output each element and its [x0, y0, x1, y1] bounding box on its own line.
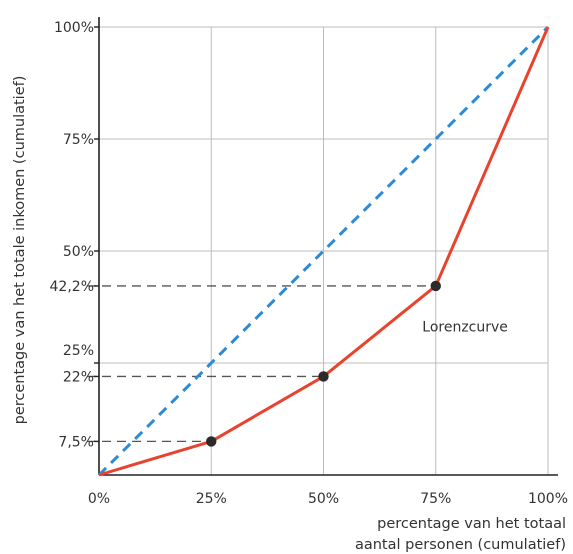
axes [94, 17, 558, 476]
y-tick-label-25: 25% [63, 343, 94, 359]
grid [99, 26, 549, 475]
equality-line [97, 25, 550, 477]
y-tick-label-22: 22% [63, 369, 94, 385]
lorenz-annotation: Lorenzcurve [422, 320, 508, 336]
data-point-1 [318, 371, 329, 382]
x-tick-label-75: 75% [420, 491, 451, 507]
y-tick-label-100: 100% [54, 20, 94, 36]
x-axis-title-line-1: percentage van het totaal [377, 516, 566, 532]
x-tick-label-100: 100% [528, 491, 568, 507]
x-tick-label-25: 25% [196, 491, 227, 507]
y-axis-title: percentage van het totale inkomen (cumul… [12, 76, 28, 425]
y-tick-label-7.5: 7,5% [58, 434, 94, 450]
tick-labels: 0% 25% 50% 75% 100% 7,5% 22% 25% 42,2% 50% 75% 100% [50, 20, 569, 507]
x-axis-title-line-2: aantal personen (cumulatief) [355, 537, 566, 553]
x-tick-label-50: 50% [308, 491, 339, 507]
y-tick-label-42.2: 42,2% [50, 279, 94, 295]
y-tick-label-50: 50% [63, 244, 94, 260]
markers-layer [206, 280, 441, 447]
data-point-2 [430, 280, 441, 292]
x-tick-label-0: 0% [88, 491, 110, 507]
data-point-0 [206, 436, 217, 447]
reference-lines [87, 285, 436, 443]
y-tick-label-75: 75% [63, 132, 94, 148]
